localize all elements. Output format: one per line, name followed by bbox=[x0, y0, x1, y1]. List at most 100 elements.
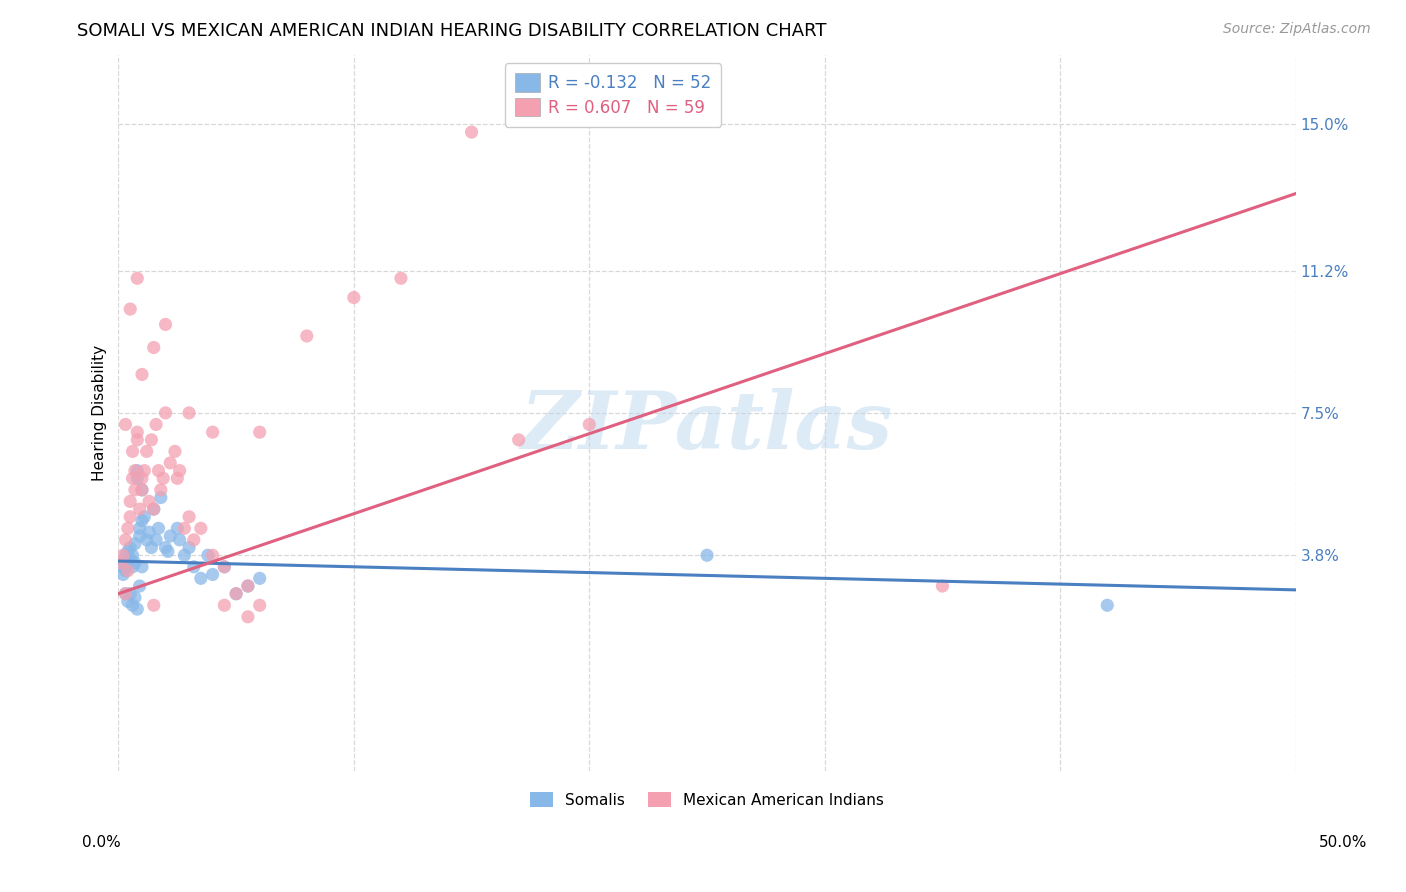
Point bbox=[156, 544, 179, 558]
Point bbox=[112, 567, 135, 582]
Point bbox=[177, 541, 200, 555]
Point bbox=[149, 483, 172, 497]
Point bbox=[131, 559, 153, 574]
Point bbox=[225, 587, 247, 601]
Point bbox=[148, 521, 170, 535]
Point bbox=[124, 537, 146, 551]
Point bbox=[127, 425, 149, 439]
Point bbox=[148, 464, 170, 478]
Point bbox=[155, 318, 177, 332]
Text: 0.0%: 0.0% bbox=[82, 836, 121, 850]
Point bbox=[120, 301, 142, 316]
Point bbox=[121, 471, 143, 485]
Point bbox=[127, 464, 149, 478]
Point bbox=[135, 444, 157, 458]
Point bbox=[249, 599, 271, 613]
Point bbox=[114, 417, 136, 432]
Point bbox=[931, 579, 953, 593]
Point bbox=[214, 559, 236, 574]
Point bbox=[295, 329, 318, 343]
Point bbox=[117, 521, 139, 535]
Point bbox=[142, 599, 165, 613]
Point bbox=[131, 483, 153, 497]
Point bbox=[120, 587, 142, 601]
Point bbox=[460, 125, 482, 139]
Point bbox=[201, 548, 224, 562]
Text: Source: ZipAtlas.com: Source: ZipAtlas.com bbox=[1223, 22, 1371, 37]
Point bbox=[177, 509, 200, 524]
Point bbox=[121, 599, 143, 613]
Point bbox=[131, 368, 153, 382]
Point bbox=[120, 541, 142, 555]
Point bbox=[173, 521, 195, 535]
Point bbox=[190, 521, 212, 535]
Point bbox=[145, 533, 167, 547]
Point bbox=[163, 444, 186, 458]
Point bbox=[696, 548, 718, 562]
Point bbox=[183, 533, 205, 547]
Point bbox=[128, 579, 150, 593]
Point bbox=[343, 291, 366, 305]
Point bbox=[1097, 599, 1119, 613]
Point bbox=[149, 491, 172, 505]
Point bbox=[142, 502, 165, 516]
Point bbox=[201, 567, 224, 582]
Point bbox=[134, 464, 156, 478]
Point bbox=[177, 406, 200, 420]
Point bbox=[166, 471, 188, 485]
Y-axis label: Hearing Disability: Hearing Disability bbox=[93, 345, 107, 481]
Point bbox=[145, 417, 167, 432]
Point bbox=[141, 433, 163, 447]
Point bbox=[134, 509, 156, 524]
Point bbox=[114, 564, 136, 578]
Point bbox=[159, 456, 181, 470]
Point bbox=[197, 548, 219, 562]
Point bbox=[183, 559, 205, 574]
Point bbox=[124, 483, 146, 497]
Point bbox=[214, 559, 236, 574]
Point bbox=[112, 559, 135, 574]
Point bbox=[166, 521, 188, 535]
Point bbox=[124, 591, 146, 605]
Point bbox=[121, 559, 143, 574]
Legend: Somalis, Mexican American Indians: Somalis, Mexican American Indians bbox=[520, 782, 893, 817]
Point bbox=[236, 579, 259, 593]
Point bbox=[389, 271, 412, 285]
Point bbox=[114, 548, 136, 562]
Point bbox=[117, 556, 139, 570]
Point bbox=[142, 502, 165, 516]
Point bbox=[127, 433, 149, 447]
Point bbox=[236, 579, 259, 593]
Point bbox=[117, 544, 139, 558]
Point bbox=[131, 483, 153, 497]
Point bbox=[121, 444, 143, 458]
Point bbox=[169, 533, 191, 547]
Text: SOMALI VS MEXICAN AMERICAN INDIAN HEARING DISABILITY CORRELATION CHART: SOMALI VS MEXICAN AMERICAN INDIAN HEARIN… bbox=[77, 22, 827, 40]
Point bbox=[117, 594, 139, 608]
Point bbox=[169, 464, 191, 478]
Point bbox=[138, 494, 160, 508]
Point bbox=[249, 425, 271, 439]
Point bbox=[124, 464, 146, 478]
Point bbox=[141, 541, 163, 555]
Text: ZIPatlas: ZIPatlas bbox=[522, 389, 893, 466]
Point bbox=[159, 529, 181, 543]
Point bbox=[578, 417, 600, 432]
Point bbox=[128, 529, 150, 543]
Point bbox=[225, 587, 247, 601]
Point bbox=[112, 548, 135, 562]
Point bbox=[117, 564, 139, 578]
Point bbox=[236, 609, 259, 624]
Point bbox=[135, 533, 157, 547]
Point bbox=[110, 556, 132, 570]
Text: 50.0%: 50.0% bbox=[1319, 836, 1367, 850]
Point bbox=[127, 471, 149, 485]
Point bbox=[114, 533, 136, 547]
Point bbox=[128, 521, 150, 535]
Point bbox=[121, 548, 143, 562]
Point bbox=[128, 502, 150, 516]
Point bbox=[173, 548, 195, 562]
Point bbox=[155, 406, 177, 420]
Point bbox=[214, 599, 236, 613]
Point bbox=[120, 552, 142, 566]
